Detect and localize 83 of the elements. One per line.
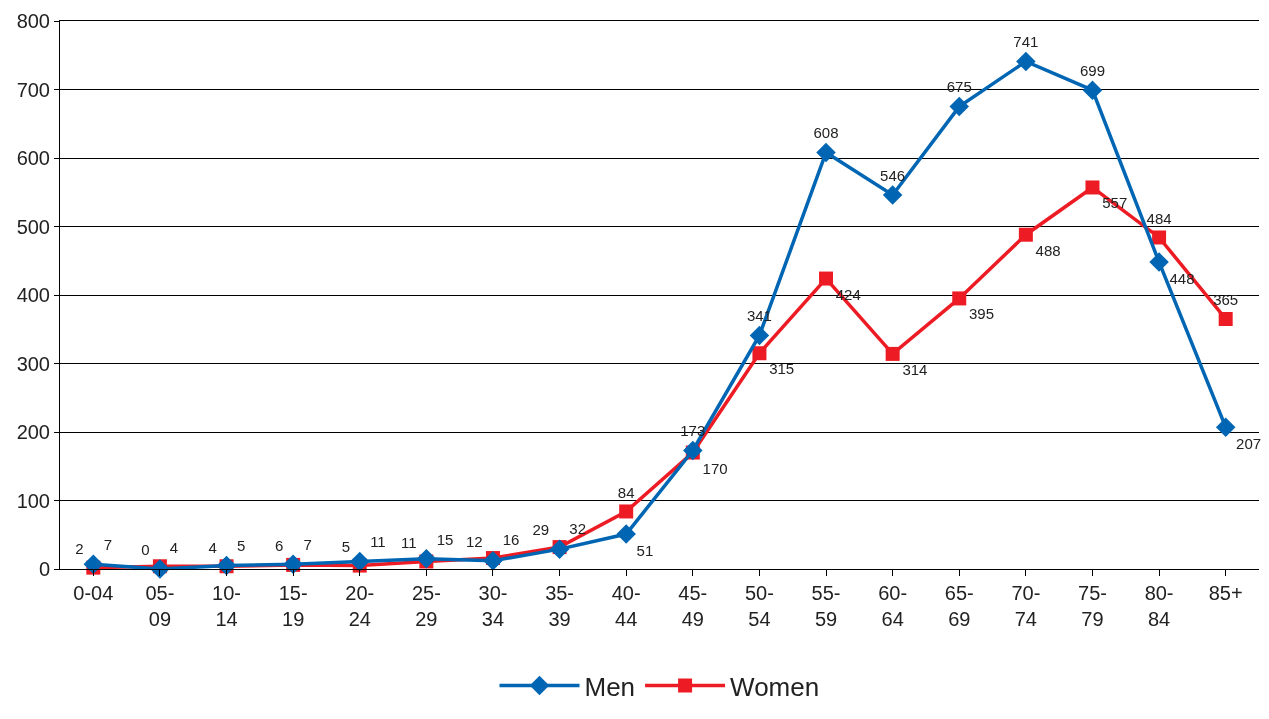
y-tick-label: 600 [16, 147, 50, 169]
data-label: 314 [902, 360, 928, 378]
x-tick-label: 0-04 [73, 582, 114, 604]
point [683, 440, 703, 461]
x-tick-label: 65-69 [944, 582, 974, 630]
data-label: 16 [502, 530, 520, 548]
x-tick-label: 85+ [1208, 582, 1243, 604]
data-label: 2 [75, 540, 84, 558]
data-label: 546 [880, 166, 906, 184]
data-label: 15 [436, 530, 454, 548]
point [1082, 80, 1103, 100]
data-label: 12 [465, 532, 483, 550]
y-tick-label: 200 [16, 421, 50, 443]
point [616, 524, 636, 544]
data-label: 4 [169, 538, 179, 556]
point [83, 554, 104, 574]
x-tick-label: 15-19 [278, 582, 308, 630]
x-tick-label: 70-74 [1011, 582, 1041, 630]
data-label: 51 [636, 541, 654, 559]
y-tick-label: 400 [16, 284, 50, 306]
data-label: 315 [769, 360, 795, 378]
x-tick-label: 05-09 [145, 582, 175, 630]
point [1085, 180, 1100, 195]
point [619, 504, 634, 519]
point [885, 346, 900, 361]
data-label: 488 [1035, 241, 1061, 259]
point [752, 346, 767, 361]
x-tick-label: 55-59 [811, 582, 841, 630]
data-label: 11 [370, 533, 386, 551]
y-tick-label: 0 [38, 558, 50, 580]
point [1218, 311, 1233, 326]
data-label: 741 [1013, 33, 1039, 51]
point [749, 325, 770, 346]
data-label: 84 [617, 483, 635, 501]
data-label: 7 [303, 536, 312, 554]
data-label: 4 [208, 538, 217, 556]
legend-label: Women [730, 671, 820, 702]
x-tick-label: 60-64 [878, 582, 908, 630]
data-label: 32 [569, 519, 587, 537]
point [949, 96, 969, 117]
point [350, 551, 370, 572]
y-tick-label: 100 [16, 489, 50, 512]
x-tick-label: 50-54 [744, 582, 774, 630]
x-tick-label: 20-24 [345, 582, 375, 630]
point [1215, 417, 1236, 437]
point [1018, 227, 1033, 242]
y-tick-label: 300 [16, 352, 50, 375]
x-tick-label: 80-84 [1144, 582, 1174, 630]
x-tick-label: 40-44 [611, 582, 641, 630]
data-label: 608 [813, 124, 839, 142]
data-label: 484 [1146, 209, 1172, 227]
data-label: 0 [141, 540, 150, 558]
data-label: 7 [103, 536, 113, 554]
point [1152, 230, 1167, 245]
data-label: 207 [1236, 434, 1262, 452]
data-label: 448 [1169, 269, 1195, 287]
x-tick-label: 75-79 [1078, 582, 1107, 630]
legend-label: Men [584, 671, 636, 702]
data-label: 11 [401, 533, 417, 551]
data-label: 170 [702, 459, 728, 477]
x-tick-label: 10-14 [212, 582, 241, 630]
point [1149, 252, 1169, 272]
y-tick-label: 700 [16, 78, 50, 101]
data-label: 29 [532, 521, 550, 539]
data-label: 365 [1213, 291, 1239, 309]
x-tick-label: 30-34 [478, 582, 508, 630]
point [952, 291, 967, 306]
data-label: 6 [275, 537, 284, 555]
y-tick-label: 800 [16, 10, 50, 32]
x-tick-label: 45-49 [678, 582, 708, 630]
point [882, 185, 903, 205]
y-tick-label: 500 [16, 215, 50, 238]
data-label: 699 [1079, 62, 1105, 80]
point [416, 548, 437, 569]
point [483, 551, 503, 571]
point [816, 142, 836, 163]
x-tick-label: 35-39 [545, 582, 575, 630]
data-label: 395 [969, 305, 995, 323]
x-tick-label: 25-29 [411, 582, 441, 630]
data-label: 5 [236, 537, 246, 555]
point [1016, 51, 1036, 72]
data-label: 5 [341, 538, 350, 556]
point [819, 271, 834, 286]
